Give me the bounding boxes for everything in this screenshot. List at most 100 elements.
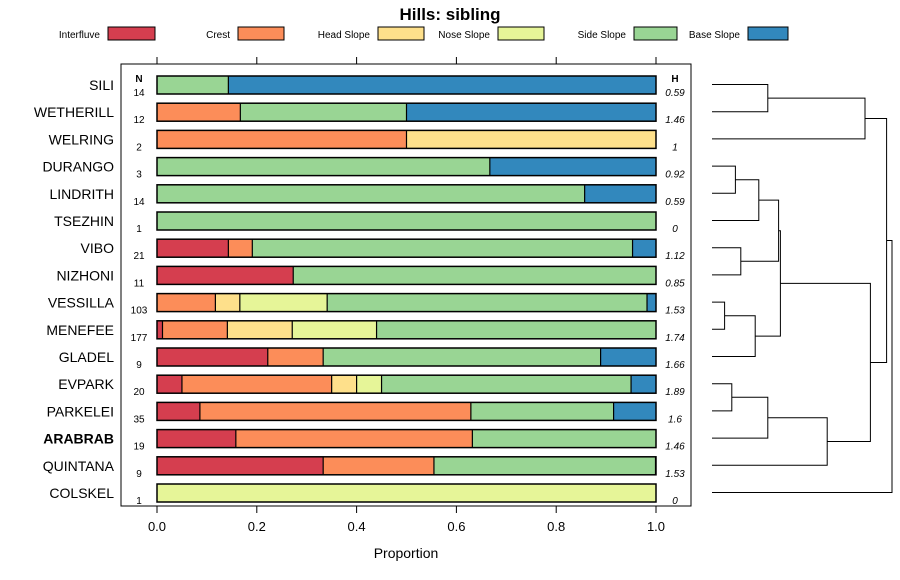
- row-label-vessilla: VESSILLA: [48, 295, 115, 311]
- row-label-welring: WELRING: [49, 131, 114, 147]
- bar-segment-evpark-side-slope: [381, 375, 632, 394]
- bar-segment-gladel-interfluve: [157, 348, 268, 366]
- h-value-gladel: 1.66: [665, 360, 685, 371]
- bar-row-gladel: [156, 347, 657, 367]
- legend-label-crest: Crest: [206, 30, 230, 41]
- bar-segment-quintana-interfluve: [157, 456, 324, 475]
- x-tick-label: 0.0: [148, 519, 166, 534]
- bar-row-durango: [156, 156, 657, 177]
- h-header: H: [671, 74, 678, 85]
- legend-label-nose-slope: Nose Slope: [438, 30, 490, 41]
- n-value-evpark: 20: [133, 387, 145, 398]
- bar-segment-parkelei-interfluve: [157, 402, 200, 421]
- bar-segment-vessilla-crest: [157, 293, 216, 312]
- n-value-gladel: 9: [136, 360, 142, 371]
- bar-segment-arabrab-side-slope: [472, 429, 656, 448]
- bar-segment-colskel-nose-slope: [157, 484, 656, 502]
- n-value-nizhoni: 11: [134, 278, 145, 289]
- bar-outline-nizhoni: [156, 265, 657, 286]
- bar-outline-lindrith: [156, 184, 657, 204]
- bar-row-colskel: [156, 483, 657, 503]
- row-label-lindrith: LINDRITH: [49, 186, 114, 202]
- bar-segment-vessilla-base-slope: [647, 293, 657, 312]
- bar-row-menefee: [156, 320, 657, 340]
- x-axis-title: Proportion: [374, 545, 439, 561]
- bar-row-lindrith: [156, 184, 657, 204]
- legend-swatch-base-slope: [747, 26, 789, 41]
- bar-segment-evpark-crest: [181, 375, 332, 394]
- h-value-vessilla: 1.53: [665, 306, 685, 317]
- bar-row-welring: [156, 129, 657, 150]
- chart-title: Hills: sibling: [399, 5, 500, 24]
- bar-outline-sili: [156, 75, 657, 95]
- n-value-parkelei: 35: [133, 414, 145, 425]
- legend-label-interfluve: Interfluve: [59, 30, 101, 41]
- h-value-wetherill: 1.46: [665, 115, 685, 126]
- h-value-menefee: 1.74: [665, 333, 685, 344]
- x-tick-label: 0.8: [547, 519, 565, 534]
- bar-segment-tsezhin-side-slope: [157, 212, 656, 230]
- n-value-lindrith: 14: [133, 197, 145, 208]
- row-label-colskel: COLSKEL: [49, 485, 114, 501]
- bar-segment-quintana-crest: [323, 456, 434, 475]
- dendrogram-branch: [712, 239, 893, 493]
- n-value-colskel: 1: [136, 496, 142, 507]
- h-value-tsezhin: 0: [672, 224, 678, 235]
- bar-segment-lindrith-side-slope: [157, 184, 585, 203]
- h-value-parkelei: 1.6: [668, 414, 682, 425]
- bar-segment-vessilla-nose-slope: [239, 293, 328, 312]
- bar-outline-wetherill: [156, 102, 657, 122]
- h-value-colskel: 0: [672, 496, 678, 507]
- n-value-sili: 14: [133, 88, 145, 99]
- bar-outline-gladel: [156, 347, 657, 367]
- bar-row-wetherill: [156, 102, 657, 122]
- n-value-arabrab: 19: [133, 442, 145, 453]
- bar-segment-durango-side-slope: [157, 157, 490, 176]
- bar-row-tsezhin: [156, 211, 657, 231]
- bar-segment-parkelei-crest: [199, 402, 471, 421]
- bar-outline-arabrab: [156, 428, 657, 449]
- legend-label-side-slope: Side Slope: [578, 30, 627, 41]
- n-value-tsezhin: 1: [136, 224, 142, 235]
- x-tick-label: 0.6: [447, 519, 465, 534]
- row-label-durango: DURANGO: [42, 159, 114, 175]
- legend-label-base-slope: Base Slope: [689, 30, 741, 41]
- h-value-vibo: 1.12: [665, 251, 685, 262]
- bar-segment-menefee-side-slope: [376, 320, 656, 339]
- bar-segment-welring-head-slope: [406, 130, 656, 149]
- bar-segment-menefee-crest: [162, 320, 228, 339]
- bar-row-arabrab: [156, 428, 657, 449]
- bar-outline-colskel: [156, 483, 657, 503]
- bar-outline-vessilla: [156, 292, 657, 313]
- h-value-quintana: 1.53: [665, 469, 685, 480]
- row-label-parkelei: PARKELEI: [47, 403, 114, 419]
- bar-outline-welring: [156, 129, 657, 150]
- bar-segment-vibo-side-slope: [252, 239, 633, 258]
- bar-row-sili: [156, 75, 657, 95]
- n-value-wetherill: 12: [133, 115, 145, 126]
- n-value-vibo: 21: [133, 251, 145, 262]
- x-axis: 0.0 0.2 0.4 0.6 0.8 1.0: [148, 57, 665, 534]
- h-value-durango: 0.92: [665, 170, 685, 181]
- bar-segment-sili-side-slope: [157, 76, 229, 94]
- bar-segment-vessilla-side-slope: [327, 293, 648, 312]
- x-tick-label: 1.0: [647, 519, 665, 534]
- bar-row-vessilla: [156, 292, 657, 313]
- bar-row-quintana: [156, 456, 657, 476]
- bar-outline-quintana: [156, 456, 657, 476]
- bar-segment-menefee-head-slope: [227, 320, 293, 339]
- row-label-tsezhin: TSEZHIN: [54, 213, 114, 229]
- n-value-menefee: 177: [131, 333, 148, 344]
- row-label-gladel: GLADEL: [59, 349, 114, 365]
- bar-segment-evpark-base-slope: [631, 375, 656, 394]
- row-label-arabrab: ARABRAB: [43, 431, 114, 447]
- bar-segment-vessilla-head-slope: [215, 293, 240, 312]
- row-label-nizhoni: NIZHONI: [56, 267, 114, 283]
- dendrogram: [712, 84, 893, 493]
- bar-row-nizhoni: [156, 265, 657, 286]
- bar-segment-parkelei-side-slope: [470, 402, 614, 421]
- bar-segment-menefee-nose-slope: [292, 320, 377, 339]
- legend-swatch-crest: [237, 26, 285, 41]
